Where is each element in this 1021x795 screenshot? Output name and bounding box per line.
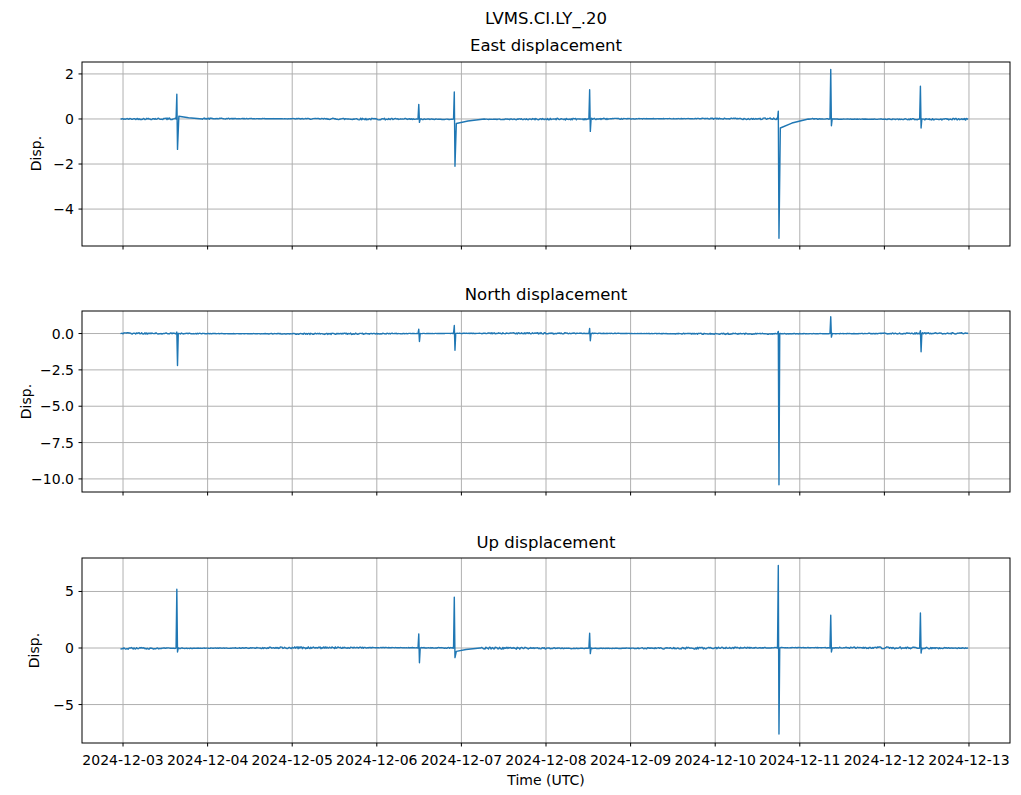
y-tick-label: 2 [4, 65, 74, 83]
figure-title: LVMS.CI.LY_.20 [82, 9, 1010, 29]
plots-svg [0, 0, 1021, 795]
y-tick-label: 0 [4, 639, 74, 657]
subplot-2 [79, 558, 1011, 747]
displacement-line [120, 317, 968, 485]
subplot-title-up: Up displacement [82, 533, 1010, 553]
y-tick-label: −7.5 [4, 434, 74, 452]
subplot-title-north: North displacement [82, 285, 1010, 305]
y-tick-label: −2.5 [4, 361, 74, 379]
y-tick-label: −2 [4, 155, 74, 173]
y-tick-label: 0 [4, 110, 74, 128]
y-tick-label: 5 [4, 582, 74, 600]
subplot-1 [79, 311, 1011, 496]
subplot-title-east: East displacement [82, 36, 1010, 56]
subplot-0 [79, 62, 1011, 250]
y-tick-label: −10.0 [4, 470, 74, 488]
y-tick-label: −5 [4, 696, 74, 714]
x-axis-label: Time (UTC) [82, 771, 1010, 789]
figure-canvas: LVMS.CI.LY_.20 East displacement North d… [0, 0, 1021, 795]
displacement-line [120, 565, 968, 733]
y-tick-label: −5.0 [4, 397, 74, 415]
x-tick-label: 2024-12-13 [919, 751, 1019, 769]
y-tick-label: 0.0 [4, 325, 74, 343]
displacement-line [120, 69, 968, 238]
y-tick-label: −4 [4, 200, 74, 218]
